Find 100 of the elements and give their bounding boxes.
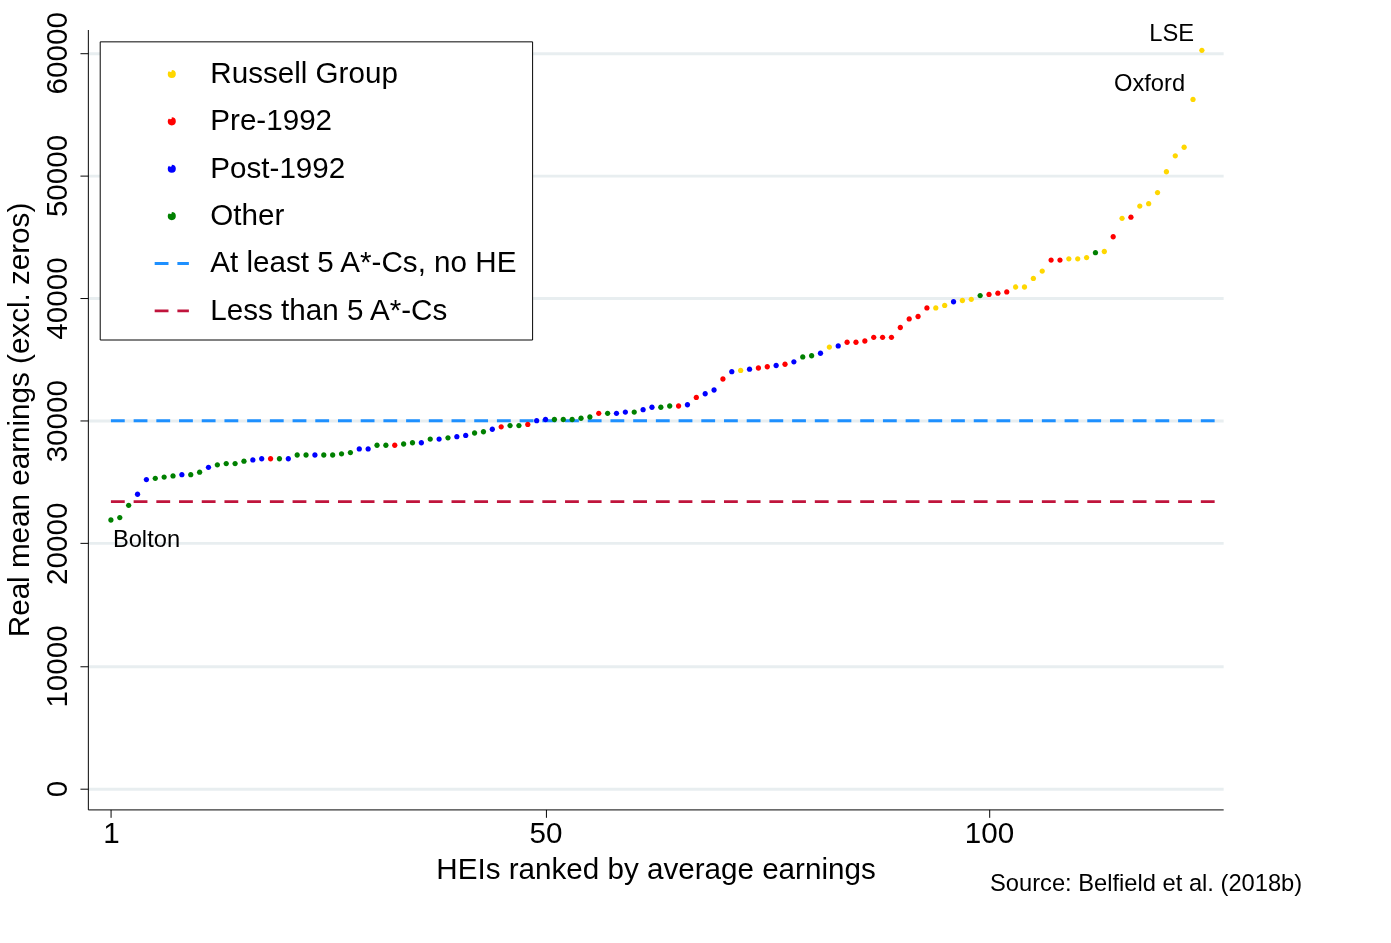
legend-label: Pre-1992 <box>210 103 333 137</box>
point <box>755 365 762 371</box>
point <box>667 403 673 409</box>
point <box>791 359 797 365</box>
x-axis-title: HEIs ranked by average earnings <box>436 852 876 886</box>
point <box>285 456 291 462</box>
point <box>276 456 283 462</box>
point <box>534 418 540 424</box>
point <box>188 471 194 478</box>
y-tick-label: 20000 <box>39 502 73 585</box>
point <box>1190 96 1196 103</box>
point <box>117 514 123 521</box>
legend-label: Other <box>210 197 285 231</box>
annotation: LSE <box>1149 20 1194 47</box>
point <box>569 416 575 423</box>
point <box>1092 250 1099 256</box>
point <box>1075 256 1081 262</box>
point <box>223 460 229 467</box>
point <box>764 364 770 370</box>
point <box>1119 215 1125 222</box>
point <box>471 430 478 436</box>
y-tick-label: 50000 <box>39 134 73 218</box>
point <box>879 334 886 340</box>
point <box>125 502 132 508</box>
point <box>888 334 895 340</box>
point <box>853 339 859 345</box>
point <box>143 476 150 483</box>
point <box>1021 284 1028 290</box>
point <box>436 436 442 442</box>
point <box>365 446 371 452</box>
point <box>374 442 380 448</box>
point <box>1012 284 1019 290</box>
point <box>658 404 664 410</box>
x-tick-label: 100 <box>964 816 1015 850</box>
point <box>560 416 566 423</box>
point <box>161 474 167 480</box>
point <box>267 456 274 462</box>
point <box>622 409 629 415</box>
point <box>542 416 549 423</box>
point <box>684 402 691 408</box>
point <box>170 473 176 479</box>
point <box>968 296 974 302</box>
point <box>321 452 327 458</box>
point <box>817 350 824 356</box>
y-axis-title: Real mean earnings (excl. zeros) <box>2 202 36 638</box>
point <box>1004 289 1010 295</box>
point <box>640 406 646 413</box>
point <box>259 456 265 462</box>
point <box>782 361 788 367</box>
annotation: Oxford <box>1114 69 1186 96</box>
x-tick-label: 50 <box>529 816 563 850</box>
point <box>729 368 735 375</box>
point <box>995 290 1001 296</box>
point <box>1030 275 1037 282</box>
point <box>675 403 682 409</box>
x-tick-label: 1 <box>103 816 120 850</box>
point <box>507 422 513 429</box>
point <box>152 475 158 481</box>
point <box>871 334 877 340</box>
point <box>808 353 815 359</box>
point <box>232 460 238 467</box>
point <box>489 426 495 432</box>
point <box>1101 248 1107 255</box>
point <box>498 424 504 430</box>
point <box>134 491 141 497</box>
point <box>418 440 425 446</box>
point <box>596 410 602 417</box>
point <box>702 391 708 397</box>
point <box>516 422 522 429</box>
legend-label: At least 5 A*-Cs, no HE <box>210 245 517 279</box>
point <box>383 442 389 448</box>
annotation: Bolton <box>112 525 181 552</box>
point <box>205 464 212 470</box>
point <box>862 338 868 344</box>
point <box>196 469 203 475</box>
point <box>392 442 398 448</box>
point <box>1066 256 1072 262</box>
point <box>604 410 611 417</box>
point <box>463 432 469 439</box>
point <box>578 415 584 421</box>
y-tick-label: 10000 <box>39 625 73 708</box>
point <box>347 449 354 456</box>
point <box>329 452 336 458</box>
source-note: Source: Belfield et al. (2018b) <box>990 870 1303 897</box>
point <box>1163 169 1170 175</box>
point <box>587 414 593 420</box>
point <box>986 291 992 298</box>
point <box>400 441 407 447</box>
legend-label: Russell Group <box>210 55 398 89</box>
y-tick-label: 60000 <box>39 12 73 95</box>
point <box>294 452 300 458</box>
point <box>613 410 620 417</box>
point <box>551 416 558 423</box>
point <box>1146 200 1152 207</box>
point <box>897 324 903 331</box>
point <box>773 362 779 369</box>
point <box>915 313 921 320</box>
point <box>1083 254 1090 261</box>
point <box>693 394 699 401</box>
point <box>738 367 744 374</box>
